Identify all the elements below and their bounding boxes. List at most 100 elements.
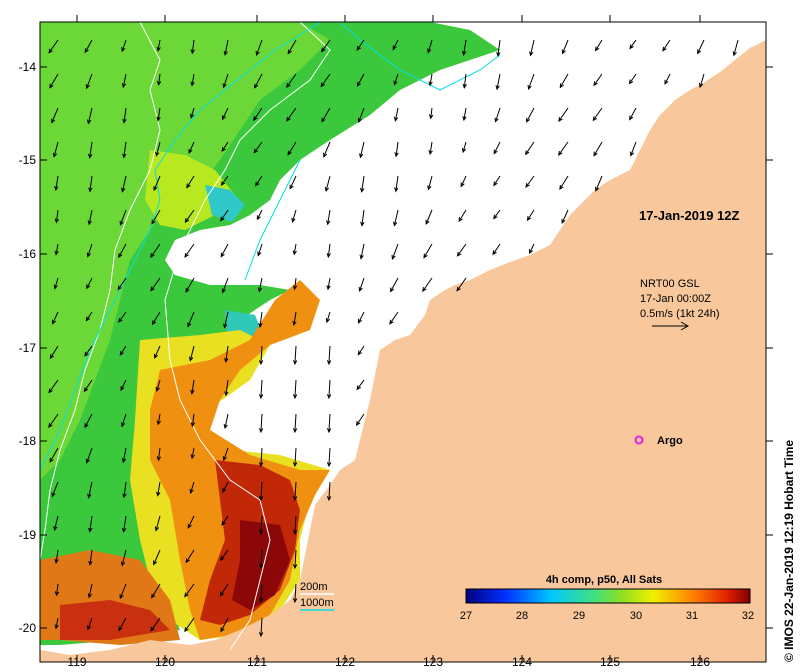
current-vector (326, 311, 331, 323)
current-vector-head (156, 491, 161, 497)
current-vector (220, 549, 229, 561)
current-vector (361, 175, 365, 192)
current-vector-head (529, 249, 533, 255)
current-vector (221, 175, 229, 186)
current-vector (427, 39, 433, 53)
current-vector-head (122, 153, 127, 159)
current-vector (325, 175, 331, 192)
current-vector (52, 311, 59, 324)
current-vector (89, 141, 93, 158)
current-vector (221, 515, 229, 526)
current-vector (83, 379, 93, 392)
current-vector-head (698, 82, 704, 89)
current-vector (151, 311, 161, 325)
current-vector-head (423, 253, 428, 259)
current-vector (84, 413, 93, 428)
current-vector-head (360, 221, 365, 227)
current-vectors (48, 39, 739, 638)
current-vector-head (186, 183, 191, 189)
current-vector (630, 141, 637, 156)
current-vector (328, 379, 331, 399)
isobath-legend: 200m 1000m (300, 581, 334, 611)
current-vector (191, 447, 195, 459)
current-vector-head (224, 391, 229, 397)
current-vector-head (219, 591, 224, 597)
current-vector-head (394, 152, 399, 158)
current-vector (255, 175, 263, 186)
current-vector (393, 209, 399, 226)
lat-tick--19: -19 (19, 528, 773, 542)
current-vector-head (52, 152, 58, 158)
current-vector-head (258, 462, 264, 468)
current-vector (493, 209, 501, 219)
current-vector (184, 617, 195, 632)
current-vector (154, 345, 161, 359)
current-vector-head (86, 284, 91, 290)
colorbar-title: 4h comp, p50, All Sats (546, 574, 662, 586)
current-vector (151, 583, 161, 598)
current-vector-head (494, 117, 499, 123)
current-vector-head (292, 428, 298, 434)
current-vector-head (458, 217, 463, 223)
current-vector (89, 515, 93, 532)
current-vector (321, 107, 331, 122)
current-vector-head (48, 388, 53, 394)
current-vector (222, 277, 229, 293)
current-vector-head (121, 47, 126, 53)
current-vector-head (220, 181, 226, 186)
current-vector (150, 617, 161, 632)
current-vector (185, 277, 195, 293)
lon-label: 123 (423, 655, 443, 669)
current-vector-head (291, 217, 296, 223)
current-vector-head (257, 287, 263, 293)
current-vector-head (493, 181, 498, 187)
lat-label: -19 (19, 528, 37, 542)
current-vector-head (292, 496, 298, 502)
current-vector-head (257, 251, 262, 257)
current-vector (293, 243, 297, 255)
current-vector-head (326, 394, 332, 400)
current-vector-head (184, 218, 190, 224)
lon-label: 119 (67, 655, 86, 669)
colorbar-tick: 28 (516, 610, 528, 622)
current-vector-head (84, 423, 89, 429)
current-vector-head (391, 254, 396, 260)
current-vector (328, 447, 331, 467)
current-vector (118, 311, 127, 323)
current-vector (220, 617, 229, 632)
current-vector-head (427, 48, 432, 54)
current-vector-head (292, 250, 297, 256)
current-vector (222, 107, 229, 120)
current-vector (260, 481, 263, 501)
current-vector (495, 107, 501, 122)
current-vector-head (493, 214, 498, 220)
current-vector (529, 243, 535, 254)
current-vector (463, 107, 467, 121)
current-vector-head (189, 356, 194, 362)
lon-label: 124 (512, 655, 532, 669)
current-vector-head (117, 285, 122, 291)
current-vector (191, 73, 195, 86)
sst-field-cyan-patch (205, 185, 245, 222)
argo-marker[interactable]: Argo (634, 435, 683, 447)
current-vector-head (54, 591, 60, 597)
current-vector-head (358, 286, 363, 292)
current-vector-head (88, 153, 93, 159)
current-vector (157, 39, 161, 51)
current-vector (85, 311, 93, 321)
current-vector (497, 39, 501, 56)
current-legend: NRT00 GSL 17-Jan 00:00Z 0.5m/s (1kt 24h) (640, 278, 719, 331)
current-vector (88, 209, 93, 225)
current-vector-head (254, 83, 259, 89)
lon-label: 121 (247, 655, 267, 669)
current-vector-head (87, 220, 92, 226)
current-vector (463, 39, 467, 55)
current-vector-head (662, 46, 667, 52)
current-vector (528, 73, 535, 90)
current-vector-head (393, 221, 398, 227)
map-plot-area (40, 22, 766, 662)
current-vector (357, 73, 365, 87)
current-vector (595, 39, 603, 51)
current-vector (87, 617, 93, 630)
current-vector-head (155, 151, 160, 157)
